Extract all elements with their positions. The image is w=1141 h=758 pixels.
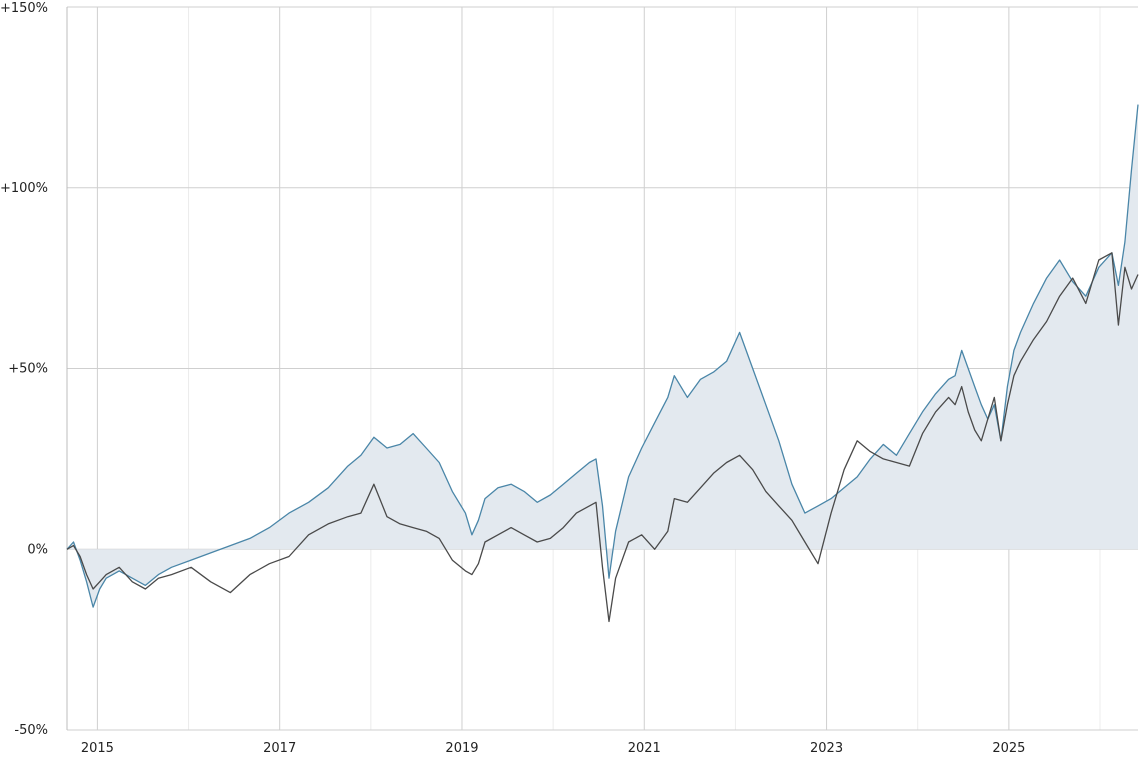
series-lines-layer xyxy=(66,104,1139,623)
y-axis-labels: +150% +100% +50% 0% -50% xyxy=(0,1,48,738)
series-1-area xyxy=(67,104,1138,608)
y-tick-label-50: +50% xyxy=(8,362,48,377)
series-2-line xyxy=(66,252,1139,623)
y-tick-label-0: 0% xyxy=(27,542,48,557)
y-tick-label-150: +150% xyxy=(0,1,48,16)
x-tick-label-2017: 2017 xyxy=(263,741,296,756)
x-tick-label-2023: 2023 xyxy=(810,741,843,756)
x-tick-label-2019: 2019 xyxy=(445,741,478,756)
x-tick-label-2015: 2015 xyxy=(81,741,114,756)
x-tick-label-2025: 2025 xyxy=(992,741,1025,756)
grid xyxy=(66,6,1138,731)
x-tick-label-2021: 2021 xyxy=(628,741,661,756)
area-fill-layer xyxy=(67,104,1138,608)
series-1-line xyxy=(66,104,1139,608)
y-tick-label-100: +100% xyxy=(0,181,48,196)
x-axis-labels: 2015 2017 2019 2021 2023 2025 xyxy=(81,741,1026,756)
y-tick-label--50: -50% xyxy=(14,723,48,738)
